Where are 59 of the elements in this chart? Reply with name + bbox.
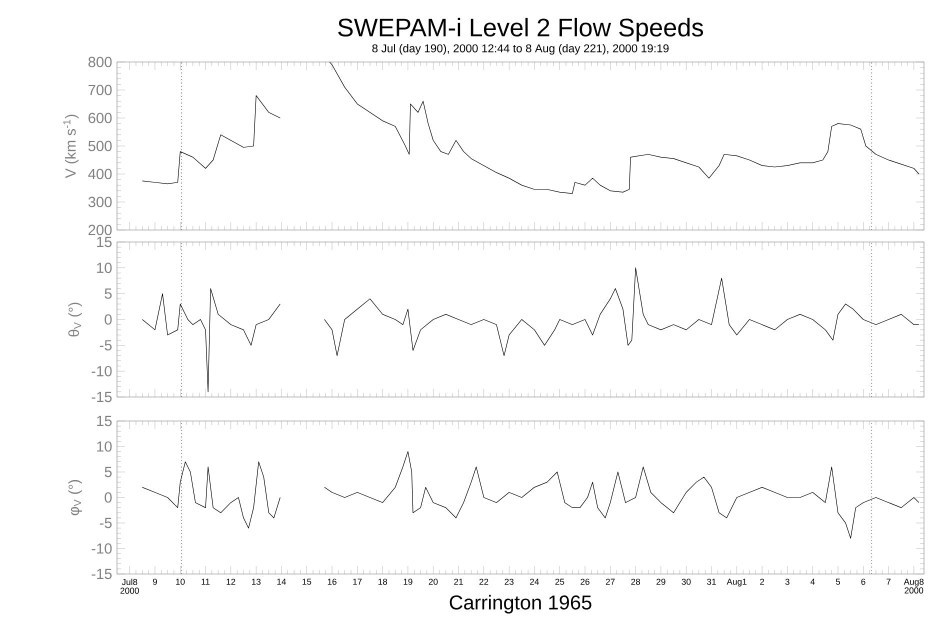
x-tick-label: 5 [836,578,840,585]
x-axis-title: Carrington 1965 [450,594,592,614]
x-tick-label: 2 [760,578,764,585]
y-tick-label: -15 [92,568,112,580]
y-tick-label: 15 [97,416,112,426]
y-tick-label: -10 [92,543,112,554]
x-tick-label: Aug1 [726,578,746,586]
y-tick-label: 600 [88,112,112,124]
x-tick-label: 10 [176,578,185,585]
x-tick-label: 27 [606,578,615,585]
x-tick-label: Jul8 2000 [120,578,139,594]
y-tick-label: 5 [104,288,112,299]
x-tick-label: 31 [707,578,716,585]
chart-subtitle: 8 Jul (day 190), 2000 12:44 to 8 Aug (day 221), 2000 19:19 [372,44,669,55]
x-tick-label: 25 [555,578,564,585]
x-tick-label: Aug8 2000 [904,578,924,594]
y-tick-label: 400 [88,168,112,180]
x-tick-label: 11 [202,578,210,585]
chart-title: SWEPAM-i Level 2 Flow Speeds [338,18,704,42]
y-axis-title: φ$_{V}$ (°) [68,480,82,516]
y-axis-title: θ$_{V}$ (°) [68,302,82,336]
y-axis-title: V (km s$^{-1}$) [63,114,79,178]
y-tick-label: 700 [88,84,112,96]
y-tick-label: 500 [88,140,112,152]
x-tick-label: 16 [328,578,336,585]
y-tick-label: -5 [100,340,112,350]
y-tick-label: -10 [92,366,112,376]
x-tick-label: 23 [504,578,514,585]
y-tick-label: -5 [100,518,112,528]
x-tick-label: 12 [226,578,236,585]
x-tick-label: 6 [861,578,866,585]
y-tick-label: 200 [88,224,112,236]
x-tick-label: 9 [152,578,157,585]
x-tick-label: 13 [252,578,261,585]
x-tick-label: 28 [631,578,640,585]
y-tick-label: 300 [88,196,112,208]
x-tick-label: 14 [277,578,286,585]
x-tick-label: 29 [656,578,666,585]
x-tick-label: 24 [530,578,539,585]
x-tick-label: 19 [404,578,412,585]
y-tick-label: 10 [97,441,112,452]
x-tick-label: 3 [785,578,790,585]
y-tick-label: 5 [104,466,112,478]
y-tick-label: 800 [88,56,112,68]
y-tick-label: 0 [104,492,112,503]
y-tick-label: 10 [97,262,112,274]
x-tick-label: 30 [682,578,691,585]
x-tick-label: 22 [479,578,488,585]
x-tick-label: 21 [454,578,463,585]
x-tick-label: 7 [886,578,891,585]
x-tick-label: 17 [353,578,362,585]
x-tick-label: 26 [580,578,590,585]
x-tick-label: 20 [428,578,438,585]
x-tick-label: 18 [378,578,388,585]
x-tick-label: 15 [302,578,312,585]
y-tick-label: 15 [97,236,112,248]
y-tick-label: -15 [92,392,112,402]
x-tick-label: 4 [810,578,815,585]
y-tick-label: 0 [104,314,112,325]
